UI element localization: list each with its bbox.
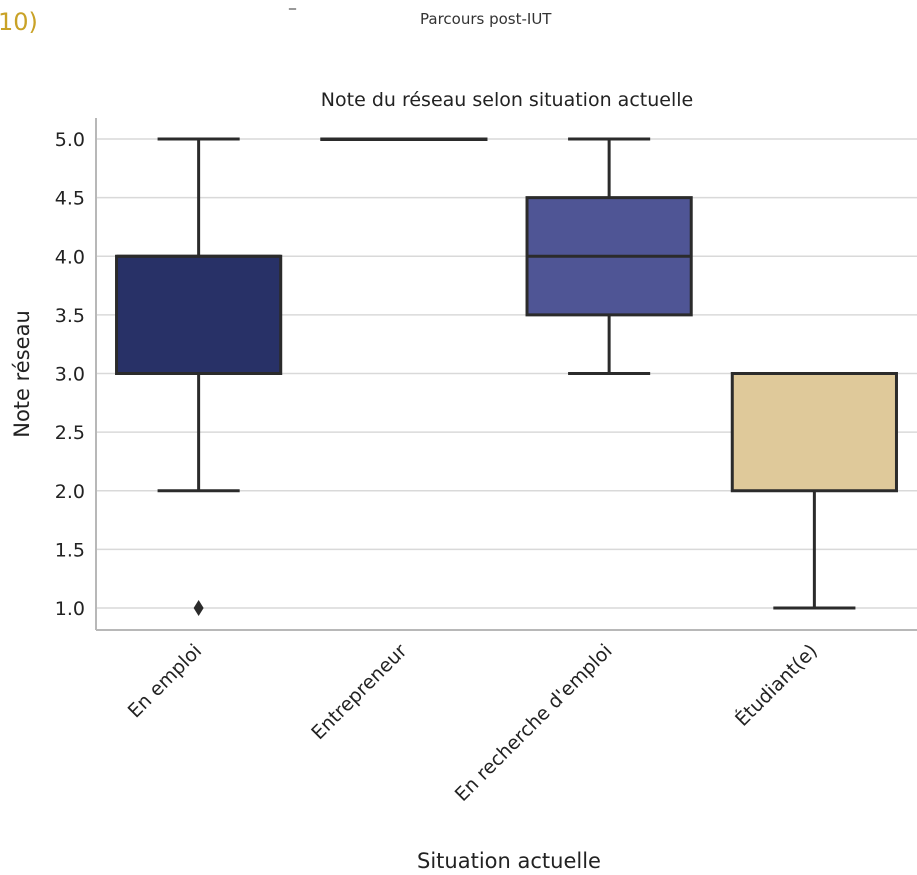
axes-layer bbox=[95, 118, 917, 631]
y-tick-label: 1.5 bbox=[55, 539, 85, 561]
box-3 bbox=[525, 137, 693, 375]
header-text: Parcours post-IUT bbox=[420, 10, 552, 28]
x-axis-label: Situation actuelle bbox=[417, 849, 601, 873]
box-rect bbox=[115, 254, 283, 375]
y-tick-label: 4.5 bbox=[55, 188, 85, 210]
y-tick-labels: 1.0 1.5 2.0 2.5 3.0 3.5 4.0 4.5 5.0 bbox=[55, 129, 85, 620]
x-tick-labels: En emploi Entrepreneur En recherche d'empl… bbox=[124, 639, 822, 806]
box-2 bbox=[320, 137, 488, 141]
y-tick-label: 4.0 bbox=[55, 246, 85, 268]
x-tick-label: En recherche d'emploi bbox=[451, 640, 617, 806]
header-dash: _ bbox=[289, 0, 296, 10]
y-tick-label: 3.0 bbox=[55, 364, 85, 386]
x-tick-label: En emploi bbox=[124, 640, 206, 722]
y-tick-label: 2.0 bbox=[55, 481, 85, 503]
chart-title: Note du réseau selon situation actuelle bbox=[321, 89, 693, 111]
y-tick-label: 5.0 bbox=[55, 129, 85, 151]
y-axis-label: Note réseau bbox=[10, 310, 34, 438]
x-tick-label: Entrepreneur bbox=[307, 640, 411, 744]
corner-mark: 10) bbox=[0, 8, 38, 36]
boxes-layer bbox=[115, 137, 898, 616]
y-tick-label: 2.5 bbox=[55, 422, 85, 444]
box-4 bbox=[730, 372, 898, 610]
x-tick-label: Étudiant(e) bbox=[730, 639, 822, 731]
box-rect bbox=[730, 372, 898, 493]
outlier-point bbox=[193, 600, 204, 616]
y-tick-label: 1.0 bbox=[55, 598, 85, 620]
box-1 bbox=[115, 137, 283, 616]
y-tick-label: 3.5 bbox=[55, 305, 85, 327]
